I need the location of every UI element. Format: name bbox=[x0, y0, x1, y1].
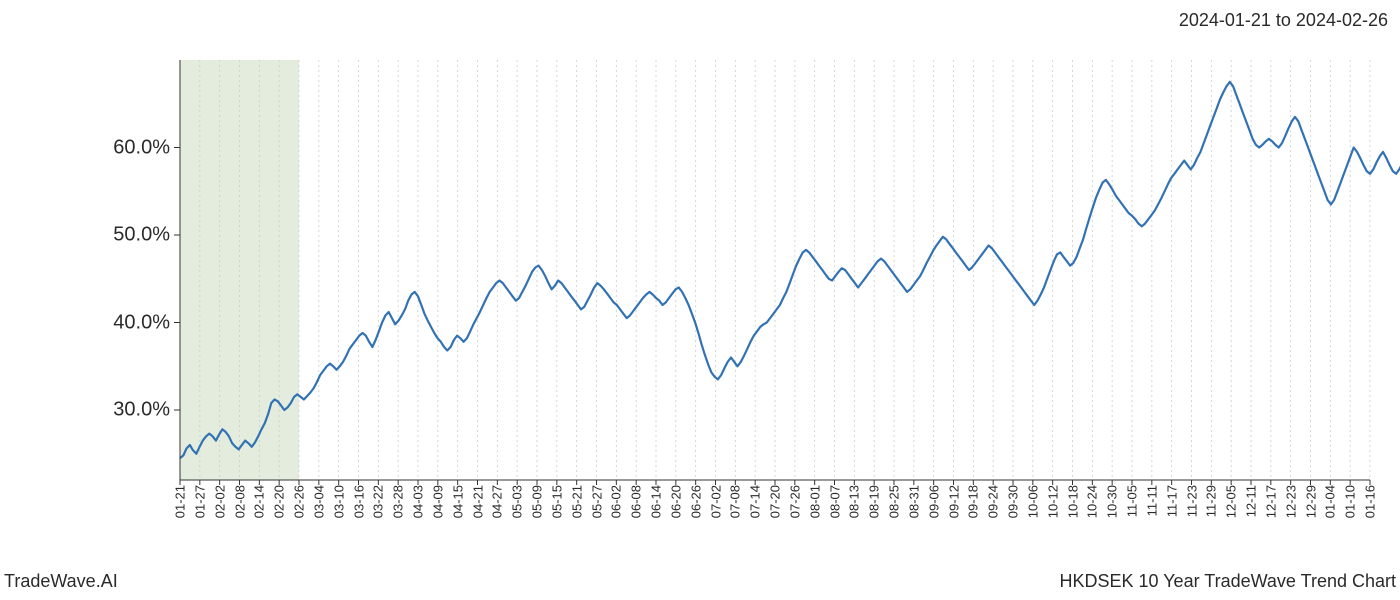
xtick-label: 03-04 bbox=[311, 485, 326, 518]
xtick-label: 09-24 bbox=[986, 485, 1001, 518]
xtick-label: 02-08 bbox=[232, 485, 247, 518]
xtick-label: 11-11 bbox=[1144, 485, 1159, 516]
xtick-label: 12-17 bbox=[1263, 485, 1278, 518]
ytick-label: 40.0% bbox=[113, 311, 170, 334]
xtick-label: 08-19 bbox=[867, 485, 882, 518]
xtick-label: 08-25 bbox=[887, 485, 902, 518]
xtick-label: 04-21 bbox=[470, 485, 485, 518]
xtick-label: 10-30 bbox=[1105, 485, 1120, 518]
xtick-label: 06-08 bbox=[629, 485, 644, 518]
xtick-label: 12-29 bbox=[1303, 485, 1318, 518]
xtick-label: 05-03 bbox=[510, 485, 525, 518]
xtick-label: 11-05 bbox=[1125, 485, 1140, 517]
xtick-label: 07-02 bbox=[708, 485, 723, 518]
xtick-label: 05-09 bbox=[530, 485, 545, 518]
ytick-label: 50.0% bbox=[113, 224, 170, 247]
xtick-label: 07-08 bbox=[728, 485, 743, 518]
xtick-label: 12-05 bbox=[1224, 485, 1239, 518]
xtick-label: 12-23 bbox=[1283, 485, 1298, 518]
xtick-label: 04-03 bbox=[411, 485, 426, 518]
xtick-label: 07-26 bbox=[787, 485, 802, 518]
xtick-label: 02-14 bbox=[252, 485, 267, 518]
xtick-label: 01-21 bbox=[173, 485, 188, 518]
date-range-label: 2024-01-21 to 2024-02-26 bbox=[1179, 10, 1388, 31]
xtick-label: 02-02 bbox=[212, 485, 227, 518]
xtick-label: 06-20 bbox=[668, 485, 683, 518]
chart-title-label: HKDSEK 10 Year TradeWave Trend Chart bbox=[1059, 571, 1396, 592]
ytick-label: 30.0% bbox=[113, 399, 170, 422]
xtick-label: 08-13 bbox=[847, 485, 862, 518]
xtick-label: 01-10 bbox=[1343, 485, 1358, 518]
xtick-label: 06-26 bbox=[688, 485, 703, 518]
xtick-label: 11-29 bbox=[1204, 485, 1219, 517]
xtick-label: 08-01 bbox=[807, 485, 822, 518]
chart-plot-area bbox=[180, 60, 1370, 480]
xtick-label: 03-22 bbox=[371, 485, 386, 518]
xtick-label: 09-12 bbox=[946, 485, 961, 518]
xtick-label: 03-28 bbox=[391, 485, 406, 518]
xtick-label: 10-24 bbox=[1085, 485, 1100, 518]
xtick-label: 08-07 bbox=[827, 485, 842, 518]
xtick-label: 05-21 bbox=[569, 485, 584, 518]
xtick-label: 07-20 bbox=[768, 485, 783, 518]
trend-line bbox=[180, 82, 1400, 458]
xtick-label: 05-27 bbox=[589, 485, 604, 518]
xtick-label: 09-18 bbox=[966, 485, 981, 518]
xtick-label: 02-20 bbox=[272, 485, 287, 518]
xtick-label: 01-04 bbox=[1323, 485, 1338, 518]
xtick-label: 01-27 bbox=[192, 485, 207, 518]
xtick-label: 11-17 bbox=[1164, 485, 1179, 517]
xtick-label: 11-23 bbox=[1184, 485, 1199, 517]
xtick-label: 04-15 bbox=[450, 485, 465, 518]
xtick-label: 10-06 bbox=[1025, 485, 1040, 518]
xtick-label: 07-14 bbox=[748, 485, 763, 518]
xtick-label: 03-16 bbox=[351, 485, 366, 518]
xtick-label: 09-30 bbox=[1006, 485, 1021, 518]
xtick-label: 06-02 bbox=[609, 485, 624, 518]
xtick-label: 01-16 bbox=[1363, 485, 1378, 518]
xtick-label: 10-12 bbox=[1045, 485, 1060, 518]
xtick-label: 04-09 bbox=[430, 485, 445, 518]
line-chart-svg bbox=[180, 60, 1370, 480]
ytick-label: 60.0% bbox=[113, 136, 170, 159]
xtick-label: 02-26 bbox=[292, 485, 307, 518]
xtick-label: 06-14 bbox=[649, 485, 664, 518]
xtick-label: 05-15 bbox=[549, 485, 564, 518]
xtick-label: 10-18 bbox=[1065, 485, 1080, 518]
chart-container: 2024-01-21 to 2024-02-26 30.0% 40.0% 50.0%… bbox=[0, 0, 1400, 600]
xtick-label: 04-27 bbox=[490, 485, 505, 518]
xtick-label: 08-31 bbox=[906, 485, 921, 518]
xtick-label: 03-10 bbox=[331, 485, 346, 518]
xtick-label: 09-06 bbox=[926, 485, 941, 518]
brand-label: TradeWave.AI bbox=[4, 571, 118, 592]
xtick-label: 12-11 bbox=[1244, 485, 1259, 517]
